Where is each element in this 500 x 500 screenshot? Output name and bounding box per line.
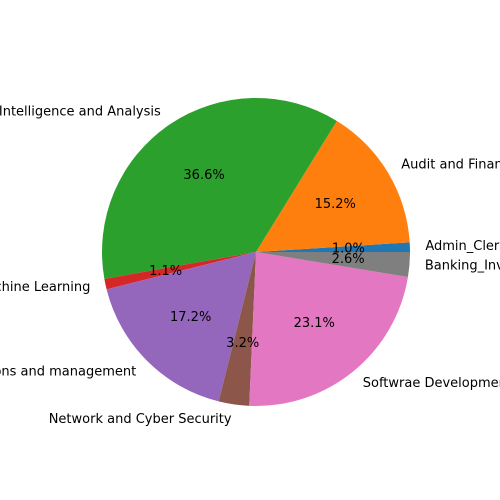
percent-label-softwrae-development: 23.1% [294, 316, 335, 331]
percent-label-banking-investment: 2.6% [332, 252, 365, 267]
percent-label-data-science-and-machine-learning: 1.1% [149, 264, 182, 279]
pie-slice-data-science-and-machine-learning [104, 252, 256, 290]
pie-slice-admin-clerical [256, 242, 410, 252]
pie-slice-softwrae-development [249, 252, 408, 406]
category-labels: Admin_Clerical Audit and Finance Business … [0, 104, 500, 427]
category-label-business-intelligence-and-analysis: Business Intelligence and Analysis [0, 104, 161, 119]
pie-slice-business-intelligence-and-analysis [101, 97, 337, 279]
pie-slice-banking-investment [256, 252, 410, 278]
category-label-banking-investment: Banking_Investment [425, 258, 500, 273]
percent-labels: 1.0% 15.2% 36.6% 1.1% 17.2% 3.2% 23.1% 2.6% [149, 168, 365, 351]
pie-slice-audit-and-finance [256, 120, 410, 252]
percent-label-admin-clerical: 1.0% [332, 242, 365, 257]
category-label-operations-and-management: Operations and management [0, 364, 136, 379]
percent-label-network-and-cyber-security: 3.2% [226, 336, 259, 351]
category-label-data-science-and-machine-learning: Data Science and Machine Learning [0, 280, 90, 295]
category-label-admin-clerical: Admin_Clerical [425, 239, 500, 254]
percent-label-operations-and-management: 17.2% [170, 310, 211, 325]
category-label-audit-and-finance: Audit and Finance [401, 157, 500, 172]
pie-slice-operations-and-management [106, 252, 257, 402]
pie-slices [101, 97, 410, 406]
pie-slice-network-and-cyber-security [218, 252, 256, 406]
percent-label-audit-and-finance: 15.2% [315, 197, 356, 212]
category-label-softwrae-development: Softwrae Development [363, 376, 500, 391]
category-label-network-and-cyber-security: Network and Cyber Security [49, 412, 232, 427]
percent-label-business-intelligence-and-analysis: 36.6% [183, 168, 224, 183]
